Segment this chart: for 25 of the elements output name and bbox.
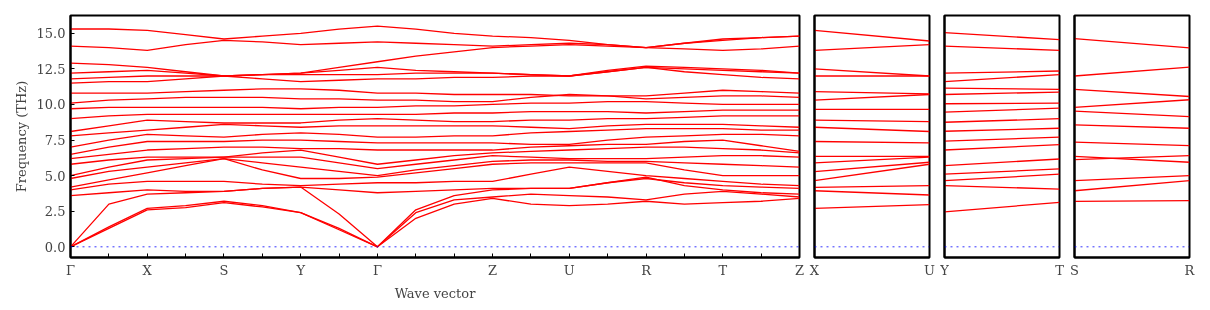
x-tick-label: S xyxy=(219,262,229,278)
x-tick-label: Y xyxy=(295,262,306,278)
x-tick-label: T xyxy=(718,262,728,278)
x-tick-label: Z xyxy=(794,262,805,278)
y-axis-title: Frequency (THz) xyxy=(13,80,29,193)
x-tick-label: R xyxy=(641,262,653,278)
x-tick-label: Γ xyxy=(372,262,382,278)
y-tick-label: 2.5 xyxy=(44,204,66,220)
x-tick-label: X xyxy=(142,262,153,278)
x-tick-label: U xyxy=(563,262,575,278)
x-tick-label: X xyxy=(809,262,820,278)
x-tick-label: R xyxy=(1184,262,1196,278)
x-tick-label: Z xyxy=(488,262,498,278)
x-tick-label: U xyxy=(924,262,936,278)
x-axis-title: Wave vector xyxy=(394,285,477,301)
x-tick-label: Γ xyxy=(65,262,76,278)
y-tick-label: 15.0 xyxy=(36,26,66,42)
y-tick-label: 12.5 xyxy=(36,61,66,77)
x-tick-label: Y xyxy=(939,262,950,278)
y-tick-label: 0.0 xyxy=(44,239,66,255)
y-tick-label: 10.0 xyxy=(36,97,66,113)
y-tick-label: 7.5 xyxy=(44,133,66,149)
y-tick-label: 5.0 xyxy=(44,168,66,184)
x-tick-label: T xyxy=(1055,262,1065,278)
x-tick-label: S xyxy=(1070,262,1079,278)
